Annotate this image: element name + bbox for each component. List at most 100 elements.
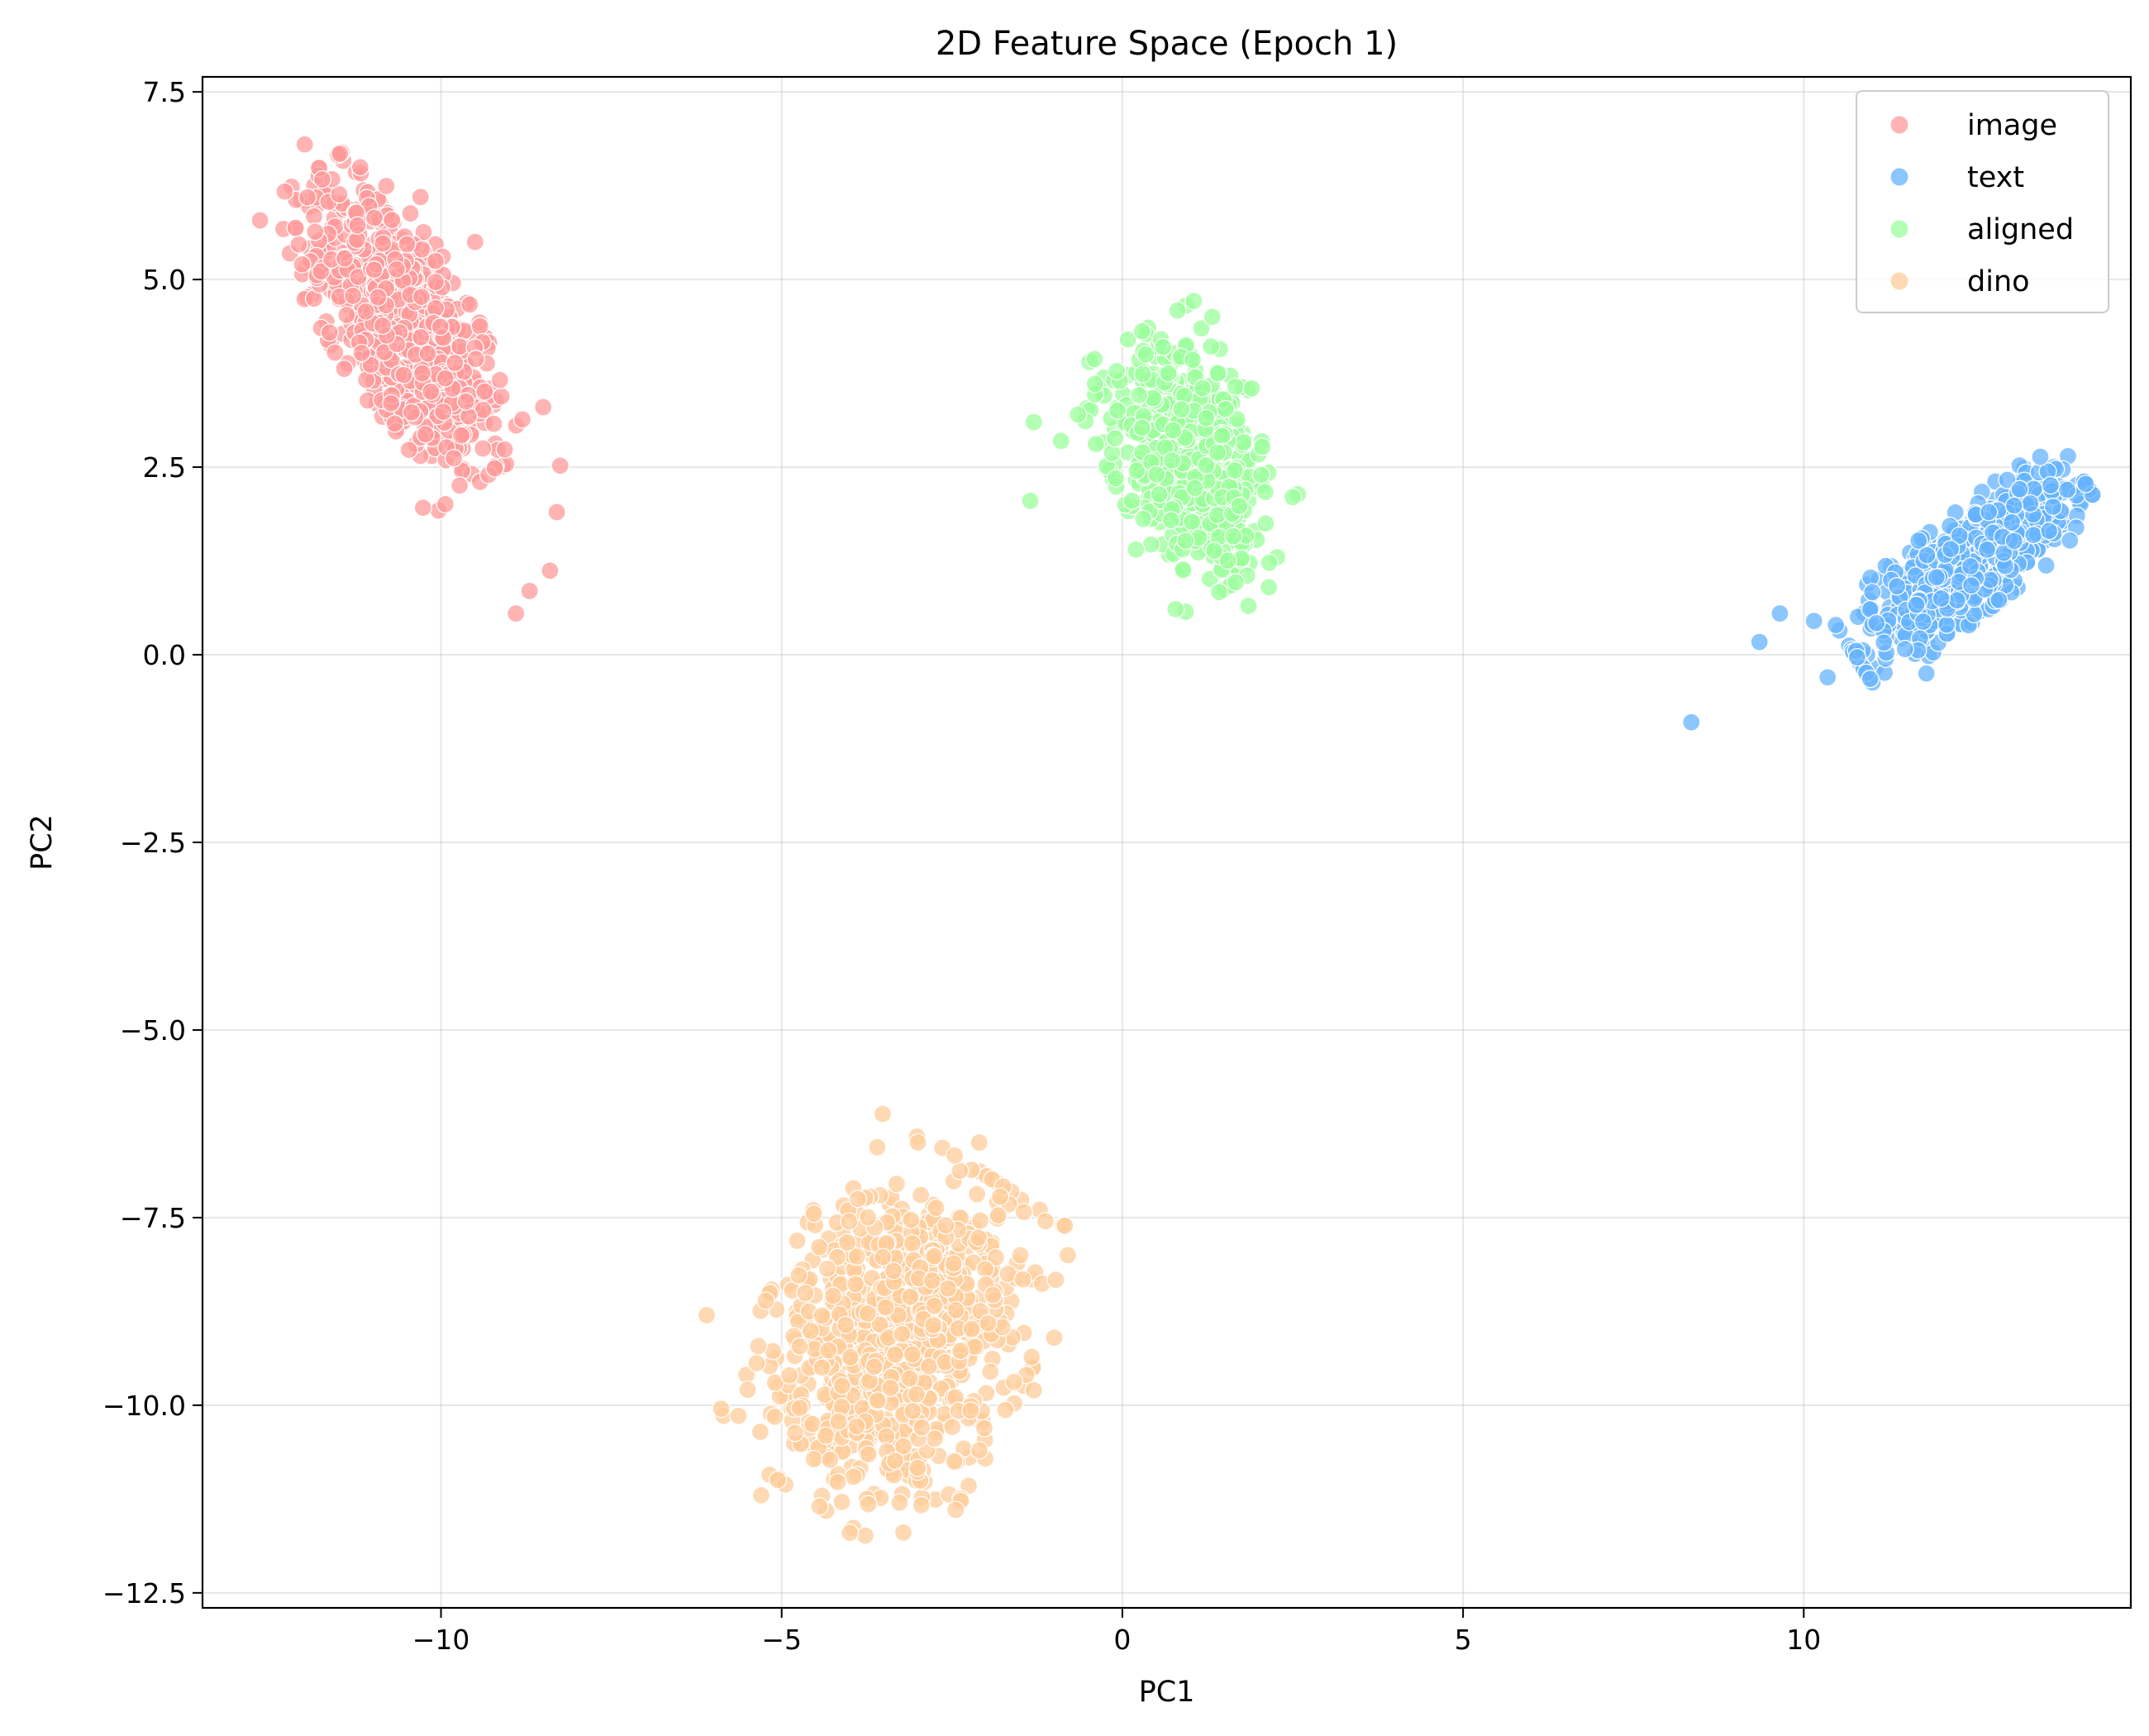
scatter-point xyxy=(330,184,349,204)
legend: image text aligned dino xyxy=(1856,90,2109,313)
scatter-point xyxy=(450,476,469,495)
scatter-point xyxy=(1011,1246,1030,1265)
scatter-point xyxy=(1947,590,1966,610)
scatter-point xyxy=(2041,475,2061,495)
scatter-point xyxy=(1256,482,1275,502)
scatter-point xyxy=(1208,443,1227,462)
scatter-point xyxy=(1213,427,1232,446)
scatter-point xyxy=(1164,421,1183,440)
scatter-point xyxy=(365,260,384,279)
series-text xyxy=(1682,446,2103,732)
scatter-point xyxy=(840,1212,859,1231)
scatter-point xyxy=(2004,532,2023,551)
grid-lines xyxy=(203,77,2131,1608)
scatter-point xyxy=(789,1266,808,1285)
scatter-point xyxy=(1227,573,1246,592)
scatter-point xyxy=(990,1187,1010,1206)
scatter-point xyxy=(374,234,393,253)
scatter-point xyxy=(412,327,431,347)
scatter-point xyxy=(286,218,305,237)
scatter-point xyxy=(1058,1246,1078,1265)
scatter-point xyxy=(456,392,475,411)
scatter-point xyxy=(919,1357,939,1376)
scatter-point xyxy=(2061,531,2080,550)
scatter-point xyxy=(868,1390,888,1410)
scatter-point xyxy=(547,503,566,522)
scatter-point xyxy=(295,135,314,154)
scatter-point xyxy=(1183,351,1203,370)
x-tick-label: 10 xyxy=(1786,1624,1821,1656)
scatter-point xyxy=(810,1497,829,1516)
scatter-point xyxy=(1106,469,1126,488)
scatter-point xyxy=(1239,596,1258,616)
scatter-point xyxy=(751,1486,771,1505)
scatter-point xyxy=(1208,364,1227,383)
scatter-point xyxy=(790,1337,809,1356)
scatter-point xyxy=(858,1304,877,1323)
scatter-point xyxy=(1875,633,1894,652)
scatter-point xyxy=(485,459,504,478)
scatter-point xyxy=(1182,513,1202,532)
x-tick-label: −10 xyxy=(412,1624,470,1656)
scatter-point xyxy=(738,1380,757,1400)
scatter-point xyxy=(844,1467,863,1486)
scatter-point xyxy=(492,387,511,406)
scatter-point xyxy=(756,1291,775,1310)
scatter-point xyxy=(1132,418,1151,437)
scatter-point xyxy=(1989,590,2008,609)
scatter-point xyxy=(859,1495,878,1514)
scatter-point xyxy=(1917,664,1936,683)
scatter-point xyxy=(938,1279,958,1298)
x-tick-label: −5 xyxy=(761,1624,802,1656)
scatter-point xyxy=(945,1146,965,1166)
scatter-point xyxy=(1980,503,1999,522)
scatter-point xyxy=(1942,539,1961,559)
scatter-point xyxy=(1770,603,1789,623)
scatter-point xyxy=(1260,578,1279,597)
scatter-point xyxy=(335,249,355,268)
y-tick-label: −5.0 xyxy=(120,1014,186,1047)
y-tick-label: 0.0 xyxy=(143,639,186,671)
scatter-point xyxy=(1134,509,1153,528)
data-points xyxy=(250,135,2103,1545)
y-tick-label: −2.5 xyxy=(120,827,186,859)
scatter-point xyxy=(876,1298,895,1317)
scatter-point xyxy=(1937,615,1956,634)
scatter-point xyxy=(796,1283,815,1303)
scatter-point xyxy=(1161,511,1180,530)
scatter-point xyxy=(907,1385,926,1404)
scatter-point xyxy=(812,1306,831,1325)
scatter-point xyxy=(902,1210,921,1229)
scatter-point xyxy=(1132,322,1151,341)
scatter-point xyxy=(855,1526,875,1545)
scatter-point xyxy=(350,158,370,177)
scatter-point xyxy=(312,262,331,281)
scatter-point xyxy=(747,1353,766,1373)
scatter-point xyxy=(893,1324,912,1343)
scatter-point xyxy=(925,1296,944,1315)
scatter-point xyxy=(970,1211,990,1230)
scatter-point xyxy=(750,1422,770,1442)
scatter-point xyxy=(936,1216,955,1235)
scatter-point xyxy=(1918,546,1937,565)
y-tick-label: 2.5 xyxy=(143,451,186,484)
scatter-point xyxy=(885,1451,905,1471)
scatter-point xyxy=(946,1300,965,1320)
legend-marker xyxy=(1890,116,1908,134)
legend-marker xyxy=(1890,168,1908,186)
scatter-point xyxy=(1159,364,1178,383)
scatter-point xyxy=(832,1376,851,1395)
scatter-point xyxy=(520,581,539,601)
scatter-point xyxy=(436,494,455,514)
scatter-point xyxy=(365,208,384,227)
scatter-point xyxy=(1226,377,1245,397)
scatter-point xyxy=(903,1233,922,1253)
scatter-point xyxy=(1932,589,1951,608)
scatter-point xyxy=(812,1358,831,1377)
scatter-point xyxy=(927,1198,946,1218)
legend-label: image xyxy=(1967,109,2057,142)
scatter-point xyxy=(901,1287,920,1307)
scatter-point xyxy=(1209,583,1229,602)
scatter-point xyxy=(335,359,354,379)
scatter-point xyxy=(979,1314,998,1333)
